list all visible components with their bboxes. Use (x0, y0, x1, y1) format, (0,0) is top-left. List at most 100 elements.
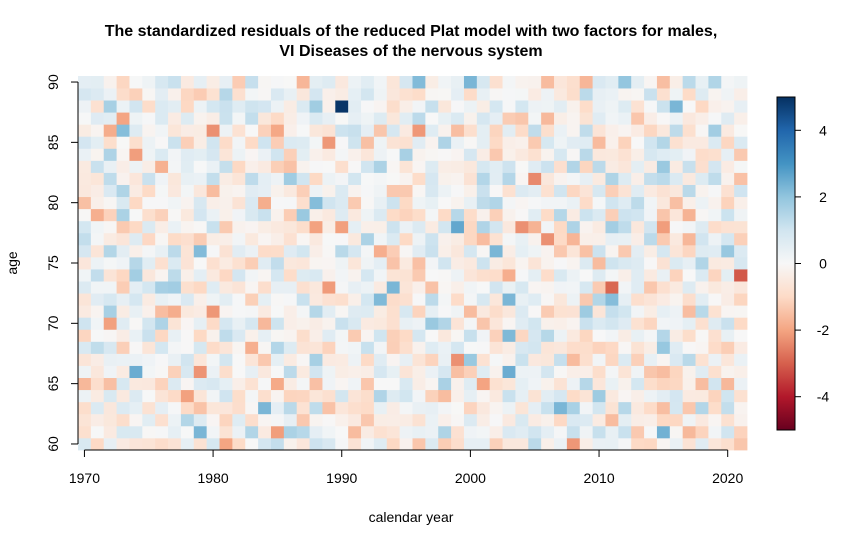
heatmap-cell (399, 293, 413, 306)
heatmap-cell (592, 124, 606, 137)
heatmap-cell (296, 160, 310, 173)
heatmap-cell (399, 329, 413, 342)
heatmap-cell (451, 437, 465, 451)
heatmap-cell (721, 293, 735, 306)
heatmap-cell (168, 88, 182, 101)
heatmap-cell (348, 269, 362, 282)
heatmap-cell (180, 136, 195, 149)
heatmap-cell (412, 377, 426, 391)
heatmap-cell (90, 401, 105, 415)
heatmap-cell (335, 88, 349, 101)
heatmap-cell (193, 244, 208, 258)
heatmap-cell (399, 305, 413, 318)
heatmap-cell (206, 148, 220, 161)
heatmap-cell (528, 413, 542, 427)
heatmap-cell (502, 365, 516, 379)
heatmap-cell (695, 269, 709, 282)
heatmap-cell (463, 329, 478, 342)
heatmap-cell (438, 437, 452, 451)
heatmap-cell (592, 244, 606, 258)
heatmap-cell (283, 136, 298, 149)
heatmap-cell (438, 305, 452, 318)
heatmap-cell (335, 329, 349, 342)
heatmap-cell (335, 269, 349, 282)
heatmap-cell (296, 353, 310, 366)
heatmap-cell (103, 341, 117, 354)
heatmap-cell (90, 341, 105, 354)
heatmap-cell (258, 329, 272, 342)
heatmap-cell (515, 100, 529, 113)
heatmap-cell (90, 437, 105, 451)
heatmap-cell (708, 112, 722, 125)
heatmap-cell (245, 172, 259, 185)
heatmap-cell (605, 425, 619, 439)
heatmap-cell (541, 124, 555, 137)
heatmap-cell (656, 172, 671, 185)
heatmap-cell (631, 124, 645, 137)
heatmap-cell (708, 317, 722, 330)
heatmap-cell (168, 425, 182, 439)
heatmap-cell (476, 172, 491, 185)
heatmap-cell (116, 365, 130, 379)
heatmap-cell (155, 389, 169, 403)
heatmap-cell (373, 232, 388, 246)
heatmap-cell (605, 124, 619, 137)
heatmap-cell (322, 172, 336, 185)
heatmap-cell (193, 377, 208, 391)
heatmap-cell (219, 112, 233, 125)
heatmap-cell (644, 148, 658, 161)
heatmap-cell (695, 401, 709, 415)
heatmap-cell (592, 305, 606, 318)
y-tick-label: 75 (45, 255, 61, 271)
heatmap-cell (270, 88, 285, 101)
heatmap-cell (425, 329, 439, 342)
heatmap-cell (579, 341, 594, 354)
heatmap-cell (373, 256, 388, 270)
heatmap-cell (618, 172, 632, 185)
heatmap-cell (734, 136, 748, 149)
heatmap-cell (283, 281, 298, 294)
heatmap-cell (78, 76, 92, 89)
heatmap-cell (103, 269, 117, 282)
heatmap-cell (129, 196, 143, 210)
heatmap-cell (502, 100, 516, 113)
heatmap-cell (116, 413, 130, 427)
heatmap-cell (438, 136, 452, 149)
heatmap-cell (656, 88, 671, 101)
heatmap-cell (708, 425, 722, 439)
heatmap-cell (116, 184, 130, 198)
heatmap-cell (618, 100, 632, 113)
heatmap-cell (515, 88, 529, 101)
heatmap-cell (103, 112, 117, 125)
heatmap-cell (361, 353, 375, 366)
heatmap-cell (142, 401, 156, 415)
heatmap-cell (721, 184, 735, 198)
heatmap-cell (631, 184, 645, 198)
heatmap-cell (579, 293, 594, 306)
heatmap-cell (232, 196, 246, 210)
heatmap-cell (618, 377, 632, 391)
heatmap-cell (734, 184, 748, 198)
heatmap-cell (734, 232, 748, 246)
heatmap-cell (631, 88, 645, 101)
heatmap-cell (631, 425, 645, 439)
heatmap-cell (412, 425, 426, 439)
heatmap-cell (322, 413, 336, 427)
heatmap-cell (412, 305, 426, 318)
heatmap-cell (695, 353, 709, 366)
heatmap-cell (644, 208, 658, 222)
heatmap-cell (566, 437, 581, 451)
heatmap-cell (541, 112, 555, 125)
heatmap-cell (631, 256, 645, 270)
heatmap-cell (541, 244, 555, 258)
heatmap-cell (425, 353, 439, 366)
heatmap-cell (193, 124, 208, 137)
heatmap-cell (541, 401, 555, 415)
heatmap-cell (631, 329, 645, 342)
heatmap-cell (361, 148, 375, 161)
heatmap-cell (669, 389, 684, 403)
heatmap-cell (155, 256, 169, 270)
heatmap-cell (386, 341, 401, 354)
heatmap-cell (682, 124, 696, 137)
heatmap-cell (463, 413, 478, 427)
